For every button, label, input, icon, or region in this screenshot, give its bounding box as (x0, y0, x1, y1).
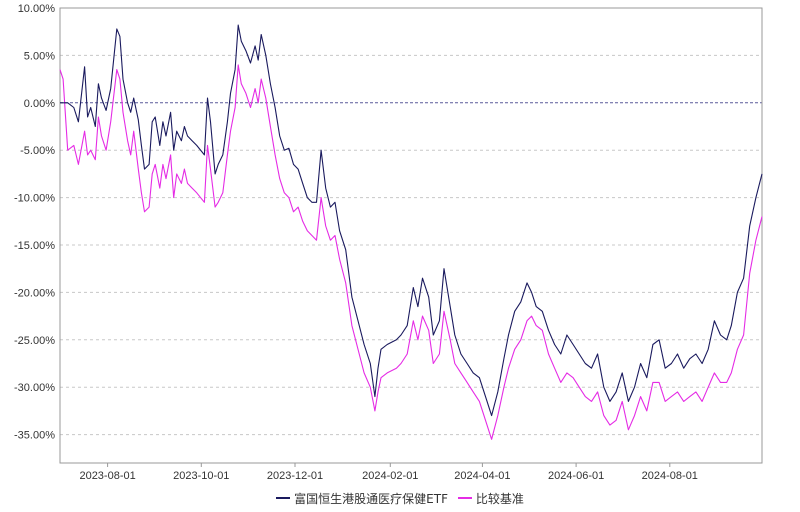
x-tick-label: 2024-02-01 (362, 470, 418, 482)
x-tick-label: 2023-10-01 (173, 470, 229, 482)
y-tick-label: -15.00% (14, 240, 55, 252)
y-tick-label: -35.00% (14, 430, 55, 442)
y-tick-label: 0.00% (24, 98, 55, 110)
x-tick-label: 2024-08-01 (642, 470, 698, 482)
y-tick-label: -5.00% (20, 145, 55, 157)
legend-label-fund: 富国恒生港股通医疗保健ETF (294, 491, 448, 506)
y-tick-label: -30.00% (14, 382, 55, 394)
legend-item-fund[interactable]: 富国恒生港股通医疗保健ETF (276, 490, 448, 507)
line-chart: 10.00% 5.00% 0.00% -5.00% -10.00% -15.00% -20.… (14, 3, 763, 482)
y-tick-label: 10.00% (18, 3, 56, 15)
series-line-benchmark (59, 64, 763, 440)
x-tick-label: 2023-12-01 (267, 470, 323, 482)
x-tick-label: 2024-04-01 (454, 470, 510, 482)
x-tick-label: 2023-08-01 (79, 470, 135, 482)
legend-item-benchmark[interactable]: 比较基准 (457, 490, 524, 507)
y-tick-label: 5.00% (24, 50, 55, 62)
chart-legend: 富国恒生港股通医疗保健ETF 比较基准 (0, 488, 800, 507)
plot-frame (59, 7, 763, 464)
legend-swatch-fund (276, 497, 291, 499)
y-tick-label: -20.00% (14, 287, 55, 299)
legend-label-benchmark: 比较基准 (475, 491, 524, 506)
y-tick-label: -10.00% (14, 193, 55, 205)
y-tick-label: -25.00% (14, 335, 55, 347)
legend-swatch-benchmark (457, 497, 472, 499)
series-line-fund (60, 24, 763, 417)
x-tick-label: 2024-06-01 (548, 470, 604, 482)
